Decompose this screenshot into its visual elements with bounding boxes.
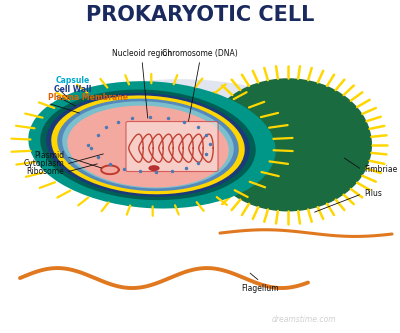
Ellipse shape xyxy=(62,101,234,188)
Ellipse shape xyxy=(60,79,340,187)
Text: Cytoplasm: Cytoplasm xyxy=(23,159,64,168)
Text: Cell Wall: Cell Wall xyxy=(54,85,91,94)
Ellipse shape xyxy=(28,81,276,208)
Ellipse shape xyxy=(57,99,239,191)
Text: Nucleoid region: Nucleoid region xyxy=(112,49,172,58)
Ellipse shape xyxy=(51,96,245,194)
Text: Capsule: Capsule xyxy=(56,76,90,85)
Text: Plasma Membrane: Plasma Membrane xyxy=(48,93,128,102)
Ellipse shape xyxy=(148,165,160,171)
FancyBboxPatch shape xyxy=(126,122,218,171)
Ellipse shape xyxy=(67,106,229,187)
Text: Flagellum: Flagellum xyxy=(241,284,279,293)
Text: Ribosome: Ribosome xyxy=(26,166,64,176)
Text: Plasmid: Plasmid xyxy=(34,151,64,160)
Text: Pilus: Pilus xyxy=(364,189,382,198)
Text: Chromosome (DNA): Chromosome (DNA) xyxy=(162,49,238,58)
Text: dreamstime.com: dreamstime.com xyxy=(272,315,336,324)
Ellipse shape xyxy=(204,78,372,211)
Ellipse shape xyxy=(46,93,250,197)
Text: PROKARYOTIC CELL: PROKARYOTIC CELL xyxy=(86,5,314,25)
Ellipse shape xyxy=(40,90,256,200)
Text: Fimbriae: Fimbriae xyxy=(364,165,397,174)
